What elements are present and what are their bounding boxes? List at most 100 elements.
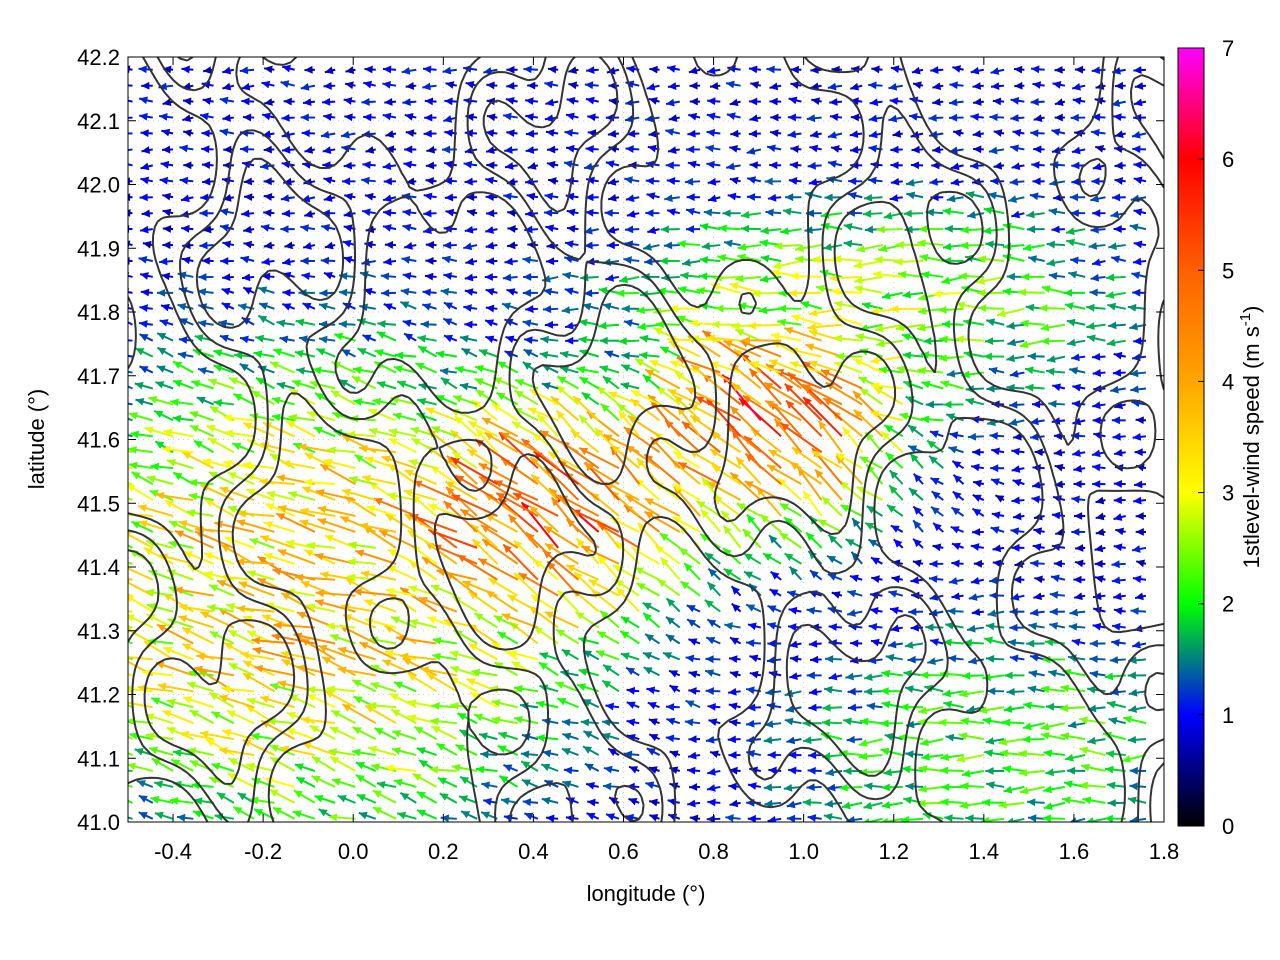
wind-arrow: [1034, 575, 1045, 584]
wind-arrow: [285, 728, 316, 741]
wind-arrow: [868, 623, 883, 631]
wind-arrow: [409, 618, 437, 629]
wind-arrow: [513, 715, 539, 725]
y-tick-label: 41.9: [77, 236, 120, 261]
wind-arrow: [193, 797, 214, 806]
wind-arrow: [507, 650, 539, 661]
wind-arrow: [280, 592, 316, 613]
wind-arrow: [131, 520, 154, 533]
wind-arrow: [985, 767, 1005, 775]
wind-arrow: [1006, 817, 1025, 822]
wind-arrow: [277, 549, 316, 565]
wind-arrow: [929, 638, 944, 647]
wind-arrow: [728, 718, 741, 727]
wind-arrow: [328, 748, 356, 757]
wind-arrow: [129, 732, 153, 741]
wind-arrow: [128, 685, 153, 694]
wind-arrow: [807, 766, 822, 775]
wind-arrow: [208, 691, 235, 709]
wind-arrow: [904, 685, 924, 694]
wind-arrow: [626, 718, 640, 727]
wind-arrow: [407, 714, 437, 725]
wind-arrow: [1043, 749, 1066, 758]
wind-arrow: [249, 538, 275, 549]
wind-arrow: [300, 716, 336, 725]
wind-arrow: [989, 576, 1005, 585]
wind-arrow: [1028, 669, 1045, 678]
wind-arrow: [180, 730, 214, 741]
wind-arrow: [507, 514, 539, 549]
wind-arrow: [806, 783, 822, 792]
wind-arrow: [847, 687, 863, 696]
wind-arrow: [587, 798, 599, 807]
wind-arrow: [999, 749, 1025, 758]
wind-arrow: [985, 737, 1005, 745]
wind-arrow: [669, 750, 681, 758]
wind-arrow: [545, 814, 559, 822]
wind-arrow: [597, 555, 620, 581]
wind-arrow: [1064, 753, 1086, 762]
wind-arrow: [805, 531, 823, 549]
x-tick-label: 0.4: [518, 839, 549, 864]
wind-arrow: [218, 694, 255, 709]
wind-arrow: [917, 799, 944, 808]
wind-arrow: [347, 557, 376, 566]
wind-arrow: [688, 783, 701, 791]
wind-arrow: [236, 604, 275, 613]
wind-arrow: [478, 732, 498, 741]
wind-arrow: [326, 622, 356, 631]
x-tick-label: -0.2: [244, 839, 282, 864]
wind-arrow: [973, 559, 984, 568]
wind-arrow: [648, 718, 660, 726]
wind-arrow: [784, 552, 802, 565]
wind-arrow: [246, 697, 275, 709]
wind-arrow: [828, 623, 843, 632]
y-tick-label: 42.0: [77, 173, 120, 198]
wind-arrow: [808, 751, 822, 760]
wind-arrow: [382, 659, 417, 677]
wind-arrow: [992, 544, 1005, 553]
wind-arrow: [385, 764, 417, 773]
wind-arrow: [723, 567, 742, 581]
wind-arrow: [646, 747, 660, 756]
wind-arrow: [181, 626, 215, 645]
wind-arrow: [162, 709, 194, 725]
wind-arrow: [128, 595, 154, 613]
wind-arrow: [128, 799, 133, 804]
y-tick-label: 42.1: [77, 109, 120, 134]
wind-vectors: [128, 64, 1147, 822]
wind-arrow: [787, 766, 802, 775]
wind-arrow: [1060, 732, 1086, 741]
wind-arrow: [314, 794, 336, 804]
wind-arrow: [272, 806, 296, 820]
wind-arrow: [376, 780, 397, 789]
wind-arrow: [707, 567, 722, 581]
wind-arrow: [372, 806, 397, 820]
wind-arrow: [786, 814, 802, 822]
wind-arrow: [785, 705, 802, 713]
wind-arrow: [128, 784, 133, 788]
wind-arrow: [920, 671, 944, 680]
wind-arrow: [471, 538, 499, 565]
wind-arrow: [1045, 768, 1066, 777]
wind-arrow: [788, 640, 802, 649]
wind-arrow: [128, 762, 154, 772]
wind-arrow: [1068, 817, 1086, 822]
wind-arrow: [1067, 720, 1086, 729]
wind-arrow: [498, 731, 518, 741]
wind-arrow: [355, 761, 377, 772]
wind-arrow: [573, 571, 600, 597]
wind-arrow: [985, 654, 1005, 663]
wind-arrow: [186, 681, 214, 693]
wind-arrow: [1027, 798, 1045, 807]
wind-arrow: [263, 521, 295, 533]
wind-arrow: [203, 552, 235, 565]
wind-arrow: [789, 655, 802, 663]
wind-arrow: [260, 535, 295, 549]
wind-arrow: [237, 791, 255, 804]
wind-arrow: [707, 702, 721, 711]
wind-arrow: [642, 612, 661, 629]
wind-arrow: [847, 703, 863, 712]
wind-arrow: [636, 582, 660, 597]
